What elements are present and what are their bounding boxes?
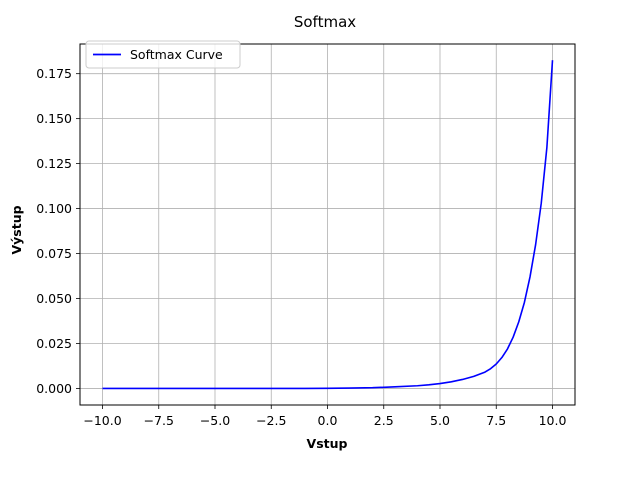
x-tick-label: 0.0 xyxy=(318,413,338,428)
y-tick-label: 0.100 xyxy=(36,201,72,216)
legend-label: Softmax Curve xyxy=(130,47,223,62)
y-tick-label: 0.075 xyxy=(36,246,72,261)
x-axis-label: Vstup xyxy=(307,436,348,451)
y-tick-label: 0.175 xyxy=(36,66,72,81)
x-tick-label: −7.5 xyxy=(144,413,174,428)
x-tick-label: 10.0 xyxy=(539,413,567,428)
x-tick-label: 7.5 xyxy=(486,413,506,428)
y-tick-label: 0.050 xyxy=(36,291,72,306)
x-axis-ticks: −10.0 −7.5 −5.0 −2.5 0.0 2.5 5.0 7.5 10.0 xyxy=(83,405,566,428)
series-layer xyxy=(102,60,554,390)
chart-title: Softmax xyxy=(294,13,356,31)
x-tick-label: −5.0 xyxy=(200,413,230,428)
x-tick-label: −10.0 xyxy=(83,413,121,428)
x-tick-label: 2.5 xyxy=(374,413,394,428)
y-axis-label: Výstup xyxy=(9,205,24,254)
series-line xyxy=(102,60,554,390)
x-tick-label: −2.5 xyxy=(256,413,286,428)
y-tick-label: 0.125 xyxy=(36,156,72,171)
legend: Softmax Curve xyxy=(85,40,241,69)
legend-box xyxy=(85,40,241,69)
y-tick-label: 0.000 xyxy=(36,381,72,396)
y-tick-label: 0.150 xyxy=(36,111,72,126)
y-tick-label: 0.025 xyxy=(36,336,72,351)
y-axis-ticks: 0.000 0.025 0.050 0.075 0.100 0.125 0.150 0.175 xyxy=(36,66,80,396)
x-tick-label: 5.0 xyxy=(430,413,450,428)
